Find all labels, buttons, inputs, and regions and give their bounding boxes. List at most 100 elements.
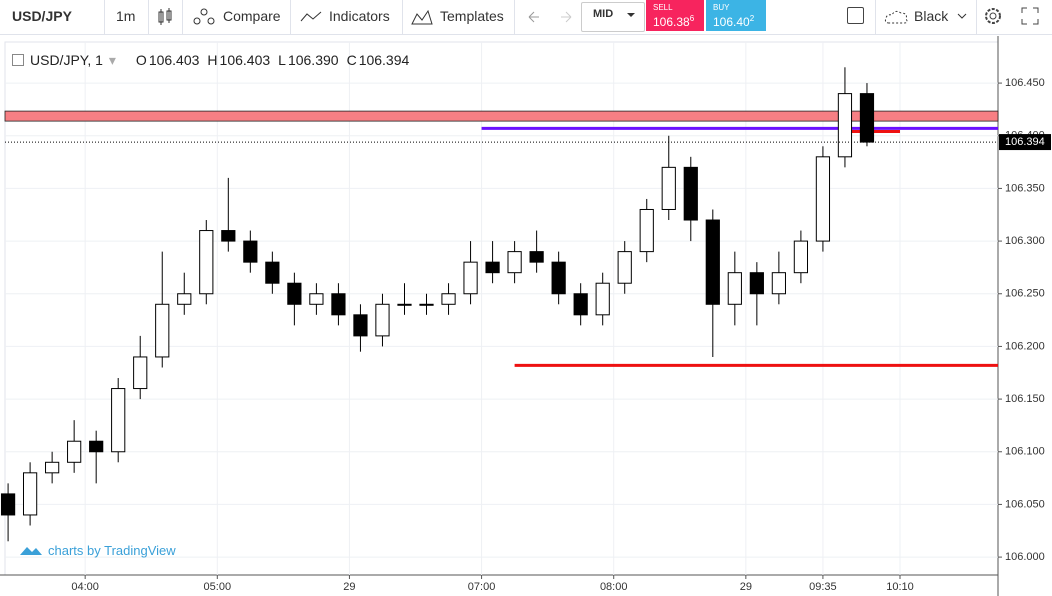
l-label: L — [278, 52, 286, 68]
theme[interactable]: Black — [914, 8, 949, 24]
candle-body — [595, 282, 610, 316]
candle-body — [749, 272, 764, 295]
sell-button[interactable]: SELL 106.386 — [646, 0, 704, 31]
candle-body — [67, 440, 82, 463]
buy-price-main: 106.40 — [713, 15, 750, 29]
candle-body — [551, 261, 566, 295]
candle-body — [661, 166, 676, 210]
candle-body — [683, 166, 698, 221]
templates[interactable]: Templates — [440, 8, 504, 24]
candle-body — [771, 272, 786, 295]
candle-body — [507, 251, 522, 274]
o-label: O — [135, 52, 147, 68]
candle-body — [45, 461, 60, 474]
x-tick-label: 08:00 — [600, 581, 628, 593]
h-value: 106.403 — [219, 52, 271, 68]
sell-price: 106.386 — [653, 14, 694, 29]
candle-body — [353, 314, 368, 337]
h-label: H — [207, 52, 218, 68]
candle-body — [793, 240, 809, 274]
compare-icon[interactable] — [192, 8, 216, 26]
y-tick-label: 106.050 — [1005, 498, 1045, 510]
legend-menu[interactable]: ▾ — [108, 52, 116, 68]
buy-button[interactable]: BUY 106.402 — [706, 0, 766, 31]
expand-icon[interactable] — [1020, 6, 1040, 26]
y-tick-label: 106.200 — [1005, 340, 1045, 352]
plot-frame — [4, 41, 999, 576]
fullscreen-box[interactable] — [847, 7, 864, 24]
candle-body — [111, 388, 126, 453]
candle-body — [177, 293, 192, 305]
candle-icon[interactable] — [156, 8, 174, 26]
candle-body — [331, 293, 346, 316]
candle-body — [243, 240, 258, 263]
candle-body — [287, 282, 302, 305]
buy-label: BUY — [713, 3, 730, 12]
symbol[interactable]: USD/JPY — [12, 8, 72, 24]
candle-body — [529, 251, 544, 263]
sell-pip: 6 — [689, 14, 695, 23]
candle-body — [837, 93, 853, 158]
undo-redo[interactable] — [525, 8, 575, 26]
candle-body — [221, 230, 236, 242]
legend-title: USD/JPY, 1 — [30, 52, 103, 68]
x-tick-label: 09:35 — [809, 581, 837, 593]
dropdown-arrow — [627, 13, 635, 17]
c-value: 106.394 — [358, 52, 410, 68]
candle-body — [815, 156, 831, 242]
watermark: charts by TradingView — [20, 543, 176, 558]
x-tick-label: 07:00 — [468, 581, 496, 593]
watermark-icon — [20, 547, 42, 555]
interval[interactable]: 1m — [116, 8, 136, 24]
candle-body — [639, 208, 654, 253]
legend: USD/JPY, 1 ▾ O 106.403 H 106.403 L 106.390 C 106.… — [12, 52, 411, 69]
l-value: 106.390 — [287, 52, 339, 68]
candle-body — [265, 261, 280, 284]
compare[interactable]: Compare — [223, 8, 281, 24]
buy-pip: 2 — [749, 14, 755, 23]
x-tick-label: 10:10 — [886, 581, 914, 593]
candle-body — [573, 293, 588, 316]
candle-body — [859, 93, 875, 143]
mid-select[interactable] — [581, 2, 645, 32]
sell-price-main: 106.38 — [653, 15, 690, 29]
y-tick-label: 106.100 — [1005, 446, 1045, 458]
x-tick-label: 05:00 — [204, 581, 232, 593]
watermark-text: charts by TradingView — [48, 543, 176, 558]
indicators[interactable]: Indicators — [329, 8, 390, 24]
x-tick-label: 29 — [740, 581, 752, 593]
last-price-box — [999, 134, 1051, 151]
candle-body — [155, 303, 170, 358]
y-tick-label: 106.150 — [1005, 393, 1045, 405]
candle-body — [727, 272, 742, 305]
candle-body — [397, 303, 412, 306]
o-value: 106.403 — [148, 52, 200, 68]
cloud-icon[interactable] — [884, 8, 910, 26]
price-mode[interactable]: MID — [593, 8, 614, 20]
candle-body — [441, 293, 456, 305]
y-tick-label: 106.450 — [1005, 77, 1045, 89]
candle-body — [705, 219, 720, 305]
zone — [4, 110, 999, 122]
y-tick-label: 106.400 — [1005, 130, 1045, 142]
sell-label: SELL — [653, 3, 673, 12]
buy-price: 106.402 — [713, 14, 754, 29]
candle-body — [485, 261, 500, 274]
templates-icon[interactable] — [411, 8, 433, 26]
candle-body — [22, 472, 38, 516]
toolbar: USD/JPY 1m Compare Indicators Templates … — [0, 0, 1052, 35]
y-tick-label: 106.300 — [1005, 235, 1045, 247]
y-tick-label: 106.250 — [1005, 288, 1045, 300]
y-tick-label: 106.350 — [1005, 182, 1045, 194]
candle-body — [375, 303, 390, 337]
indicators-icon[interactable] — [300, 10, 322, 24]
collapse-box[interactable] — [12, 54, 24, 66]
theme-arrow — [957, 13, 967, 19]
candle-body — [309, 293, 324, 305]
candle-body — [0, 493, 16, 516]
settings-icon[interactable] — [983, 6, 1003, 26]
candle-body — [199, 230, 214, 295]
x-tick-label: 04:00 — [71, 581, 99, 593]
candle-body — [133, 356, 148, 390]
